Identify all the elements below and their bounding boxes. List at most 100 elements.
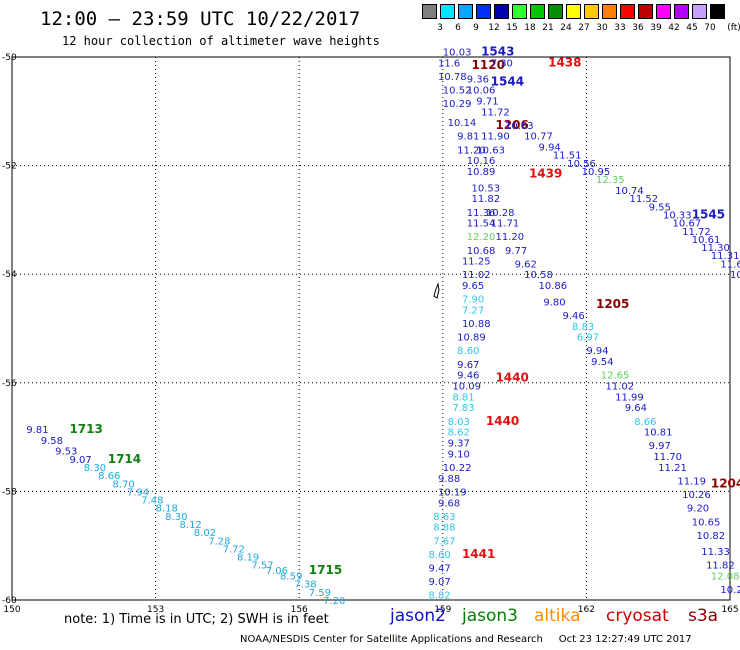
wave-height-label: 10.67 [673,219,702,230]
wave-height-label: 8.63 [433,512,455,523]
wave-height-label: 9.07 [69,455,91,466]
wave-height-label: 7.72 [223,544,245,555]
y-tick-label: -50 [2,53,17,63]
color-scale-label: 6 [455,23,461,33]
wave-height-label: 10.52 [443,86,472,97]
wave-height-label: 12.35 [596,175,625,186]
color-swatch [530,4,545,19]
wave-height-label: 9.77 [505,246,527,257]
color-scale-label: 15 [506,23,518,33]
x-tick-label: 150 [3,605,20,615]
wave-height-label: 10.91 [730,270,740,281]
wave-height-label: 9.80 [543,297,565,308]
color-swatch [566,4,581,19]
wave-height-label: 11.21 [658,463,687,474]
wave-height-label: 11.90 [481,132,510,143]
pass-time-label: 1120 [472,58,505,72]
wave-height-label: 9.07 [428,577,450,588]
wave-height-label: 9.58 [41,436,63,447]
color-scale-label: 45 [686,23,698,33]
wave-height-label: 8.59 [280,572,302,583]
color-scale-label: 27 [578,23,590,33]
pass-time-label: 1438 [548,55,581,69]
plot-frame [11,56,731,601]
wave-height-label: 8.30 [165,512,187,523]
color-swatch [710,4,725,19]
wave-height-label: 11.70 [653,452,682,463]
color-scale-label: 70 [704,23,716,33]
wave-height-label: 7.59 [309,588,331,599]
wave-height-label: 8.66 [98,471,120,482]
color-scale-label: 39 [650,23,662,33]
wave-height-label: 11.67 [720,259,740,270]
wave-height-label: 11.02 [606,382,635,393]
color-scale-label: 33 [614,23,626,33]
pass-time-label: 1205 [596,297,629,311]
wave-height-label: 8.12 [180,520,202,531]
wave-height-label: 11.72 [682,227,711,238]
wave-height-label: 9.37 [448,439,470,450]
color-swatch [440,4,455,19]
footer-credit: NOAA/NESDIS Center for Satellite Applica… [240,634,692,645]
wave-height-label: 9.64 [625,403,647,414]
pass-time-label: 1440 [495,370,528,384]
pass-time-label: 1713 [69,422,102,436]
color-scale-unit: (ft) [727,23,740,33]
wave-height-label: 7.57 [251,561,273,572]
color-swatch [494,4,509,19]
wave-height-label: 10.28 [486,208,515,219]
wave-height-label: 11.33 [701,547,730,558]
satellite-legend-jason3: jason3 [462,606,518,626]
wave-height-label: 9.53 [55,447,77,458]
wave-height-label: 7.28 [208,536,230,547]
wave-height-label: 11.36 [467,208,496,219]
satellite-legend-cryosat: cryosat [606,606,669,626]
wave-height-label: 10.86 [539,281,568,292]
wave-height-label: 11.54 [467,219,496,230]
color-scale-label: 24 [560,23,572,33]
wave-height-label: 9.88 [438,474,460,485]
color-scale-label: 18 [524,23,536,33]
y-tick-label: -58 [2,487,17,497]
pass-time-label: 1440 [486,414,519,428]
wave-height-label: 7.06 [266,566,288,577]
wave-height-label: 8.82 [428,591,450,602]
wave-height-label: 10.95 [582,167,611,178]
color-swatch [656,4,671,19]
wave-height-label: 10.77 [524,132,553,143]
wave-height-label: 10.28 [720,585,740,596]
color-swatch [548,4,563,19]
wave-height-label: 10.22 [443,463,472,474]
wave-height-label: 8.83 [572,322,594,333]
wave-height-label: 10.68 [467,246,496,257]
wave-height-label: 11.71 [491,219,520,230]
color-swatch [674,4,689,19]
pass-time-label: 1544 [491,74,524,88]
wave-height-label: 10.03 [443,48,472,59]
wave-height-label: 10.74 [615,186,644,197]
satellite-legend-altika: altika [534,606,581,626]
wave-height-label: 11.52 [629,194,658,205]
pass-time-label: 1543 [481,45,514,59]
wave-height-label: 8.60 [457,346,479,357]
wave-height-label: 8.02 [194,528,216,539]
color-scale-label: 3 [437,23,443,33]
wave-height-label: 11.82 [706,561,735,572]
wave-height-label: 9.46 [562,311,584,322]
wave-height-label: 7.67 [433,536,455,547]
wave-height-label: 10.83 [505,121,534,132]
wave-height-label: 9.46 [457,371,479,382]
pass-time-label: 1204 [711,476,740,490]
wave-height-label: 10.14 [448,118,477,129]
wave-height-label: 9.47 [428,563,450,574]
wave-height-label: 10.56 [567,159,596,170]
wave-height-label: 11.99 [615,392,644,403]
color-swatch [476,4,491,19]
wave-height-label: 7.27 [462,305,484,316]
wave-height-label: 10.19 [438,487,467,498]
wave-height-label: 10.06 [467,86,496,97]
wave-height-label: 10.78 [438,72,467,83]
wave-height-label: 8.66 [634,417,656,428]
page-subtitle: 12 hour collection of altimeter wave hei… [62,34,380,48]
